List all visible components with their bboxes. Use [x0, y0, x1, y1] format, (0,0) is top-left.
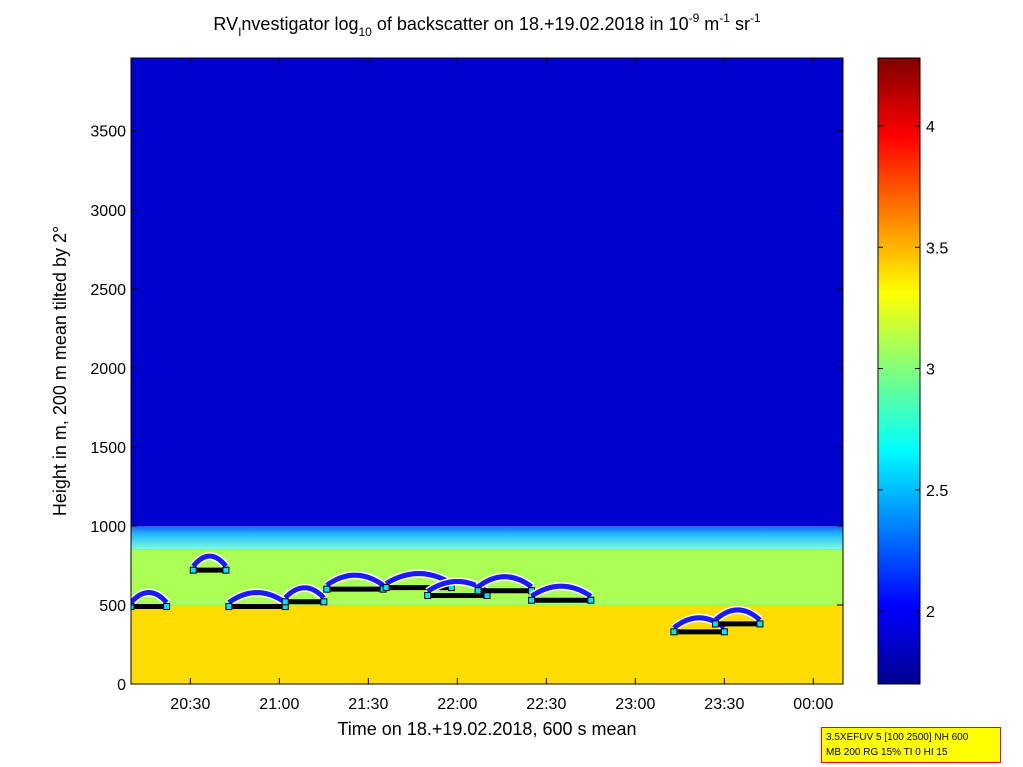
colorbar-tick-label: 4	[926, 119, 935, 136]
y-tick-label: 1500	[90, 440, 126, 457]
y-tick-label: 1000	[90, 519, 126, 536]
heatmap-region	[131, 604, 843, 684]
cloud-base-marker	[424, 591, 432, 599]
chart-title: RVInvestigator log10 of backscatter on 1…	[213, 11, 761, 39]
cloud-base-marker	[382, 584, 390, 592]
y-axis: 0 500 1000 1500 2000 2500 3000 3500	[90, 124, 843, 694]
colorbar-axis: 2 2.5 3 3.5 4	[878, 119, 948, 621]
y-tick-label: 2000	[90, 361, 126, 378]
cloud-layer	[283, 585, 326, 600]
cloud-layer	[530, 583, 593, 599]
y-axis-label: Height in m, 200 m mean tilted by 2°	[50, 226, 70, 516]
cloud-base-marker	[587, 596, 595, 604]
cloud-base-marker	[711, 620, 719, 628]
cloud-layer	[476, 574, 533, 589]
cloud-base-marker	[756, 620, 764, 628]
cloud-layer	[227, 590, 287, 605]
x-tick-label: 22:30	[526, 696, 566, 713]
heatmap-region	[131, 525, 843, 550]
backscatter-heatmap	[131, 58, 843, 684]
x-tick-label: 00:00	[793, 696, 833, 713]
processing-info-box: 3.5XEFUV 5 [100 2500] NH 600 MB 200 RG 1…	[821, 727, 1001, 763]
cloud-base-marker	[670, 628, 678, 636]
y-tick-label: 3000	[90, 203, 126, 220]
cloud-base-marker	[474, 587, 482, 595]
x-tick-label: 23:00	[615, 696, 655, 713]
cloud-base-marker	[131, 603, 135, 611]
x-tick-label: 21:30	[348, 696, 388, 713]
cloud-base-marker	[189, 566, 197, 574]
x-axis-label: Time on 18.+19.02.2018, 600 s mean	[337, 719, 636, 739]
cloud-base-marker	[222, 566, 230, 574]
x-tick-label: 20:30	[170, 696, 210, 713]
y-tick-label: 3500	[90, 124, 126, 141]
cloud-base-marker	[320, 598, 328, 606]
cloud-base-marker	[281, 598, 289, 606]
info-line-2: MB 200 RG 15% TI 0 HI 15	[826, 747, 948, 758]
cloud-layer	[325, 572, 385, 588]
cloud-base-marker	[483, 591, 491, 599]
x-tick-label: 23:30	[704, 696, 744, 713]
y-tick-label: 0	[117, 677, 126, 694]
colorbar-tick-label: 3.5	[926, 240, 948, 257]
cloud-base-marker	[720, 628, 728, 636]
cloud-layer	[191, 553, 228, 568]
colorbar-tick-label: 2.5	[926, 483, 948, 500]
colorbar	[877, 57, 921, 685]
info-line-1: 3.5XEFUV 5 [100 2500] NH 600	[826, 732, 969, 743]
cloud-layer	[713, 607, 762, 622]
cloud-base-marker	[225, 603, 233, 611]
plot-frame	[130, 57, 844, 685]
x-axis: 20:30 21:00 21:30 22:00 22:30 23:00 23:30 00:00	[170, 58, 833, 713]
cloud-base-marker	[323, 585, 331, 593]
colorbar-tick-label: 2	[926, 604, 935, 621]
y-tick-label: 2500	[90, 282, 126, 299]
colorbar-tick-label: 3	[926, 362, 935, 379]
heatmap-region	[131, 58, 843, 526]
cloud-base-marker	[163, 603, 171, 611]
cloud-base-marker	[528, 596, 535, 604]
x-tick-label: 22:00	[437, 696, 477, 713]
cloud-layer	[131, 590, 169, 605]
x-tick-label: 21:00	[259, 696, 299, 713]
y-tick-label: 500	[99, 598, 126, 615]
